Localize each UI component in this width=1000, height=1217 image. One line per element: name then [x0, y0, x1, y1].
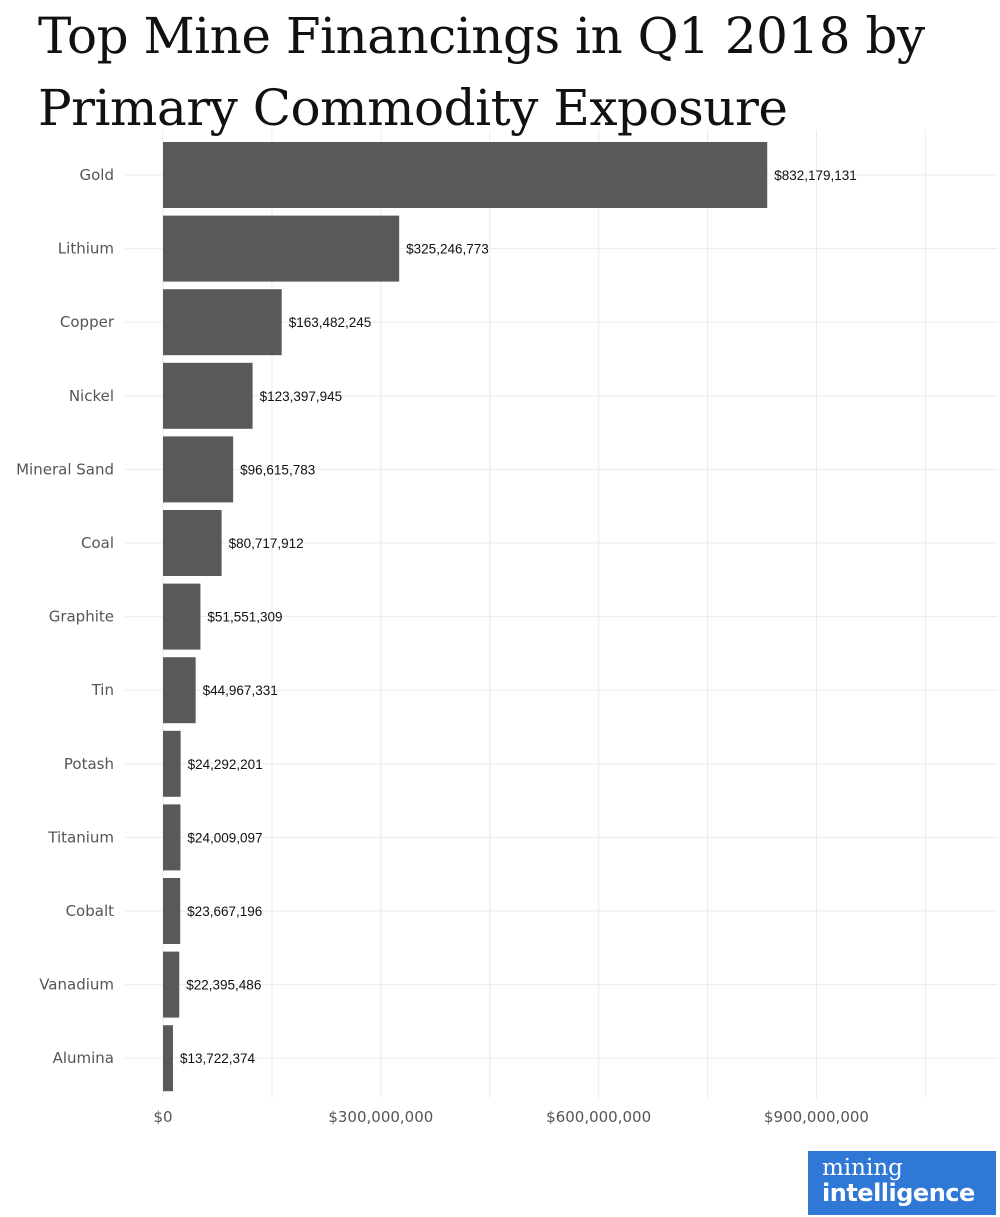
bar-graphite [163, 583, 201, 650]
bar-nickel [163, 362, 253, 429]
bar-coal [163, 510, 222, 576]
bar-tin [163, 657, 196, 724]
logo-line-1: mining [822, 1155, 903, 1181]
value-label: $80,717,912 [229, 536, 304, 551]
category-label: Copper [60, 313, 115, 331]
mining-intelligence-logo: mining intelligence [808, 1151, 996, 1215]
value-label: $24,292,201 [188, 757, 263, 772]
value-label: $123,397,945 [260, 389, 343, 404]
category-label: Coal [81, 534, 114, 552]
chart-title-line-1: Top Mine Financings in Q1 2018 by [38, 7, 925, 65]
value-label: $51,551,309 [207, 610, 282, 625]
bars [163, 142, 768, 1092]
x-tick-label: $0 [153, 1108, 172, 1126]
bar-mineral-sand [163, 436, 234, 503]
value-label: $23,667,196 [187, 904, 262, 919]
bar-alumina [163, 1025, 173, 1092]
value-label: $325,246,773 [406, 242, 489, 257]
grid-lines [125, 130, 998, 1098]
category-label: Graphite [49, 608, 114, 626]
category-label: Gold [80, 166, 115, 184]
category-label: Lithium [58, 240, 114, 258]
chart-title-line-2: Primary Commodity Exposure [38, 79, 788, 137]
x-tick-label: $300,000,000 [328, 1108, 433, 1126]
x-axis-tick-labels: $0 $300,000,000 $600,000,000 $900,000,000 [153, 1108, 869, 1126]
category-label: Potash [64, 755, 114, 773]
category-label: Tin [91, 681, 114, 699]
category-labels: Gold Lithium Copper Nickel Mineral Sand Coal G… [16, 166, 115, 1067]
bar-potash [163, 730, 181, 797]
value-label: $96,615,783 [240, 462, 315, 477]
category-label: Alumina [53, 1049, 114, 1067]
logo-line-2: intelligence [822, 1179, 975, 1207]
bar-cobalt [163, 878, 181, 944]
bar-titanium [163, 804, 181, 871]
bar-copper [163, 289, 282, 356]
x-tick-label: $900,000,000 [764, 1108, 869, 1126]
chart-title: Top Mine Financings in Q1 2018 by Primar… [38, 0, 988, 144]
bar-gold [163, 142, 768, 208]
category-label: Vanadium [39, 976, 114, 994]
value-label: $163,482,245 [289, 315, 372, 330]
x-tick-label: $600,000,000 [546, 1108, 651, 1126]
bar-lithium [163, 215, 400, 282]
category-label: Mineral Sand [16, 460, 114, 478]
category-label: Nickel [69, 387, 114, 405]
category-label: Cobalt [66, 902, 115, 920]
value-label: $44,967,331 [203, 683, 278, 698]
value-label: $832,179,131 [774, 168, 857, 183]
value-label: $13,722,374 [180, 1051, 256, 1066]
bar-chart: Gold Lithium Copper Nickel Mineral Sand Coal G… [16, 130, 998, 1126]
bar-vanadium [163, 951, 180, 1018]
value-label: $24,009,097 [187, 830, 262, 845]
value-labels: $832,179,131 $325,246,773 $163,482,245 $123… [180, 168, 857, 1066]
value-label: $22,395,486 [186, 978, 261, 993]
category-label: Titanium [47, 828, 114, 846]
